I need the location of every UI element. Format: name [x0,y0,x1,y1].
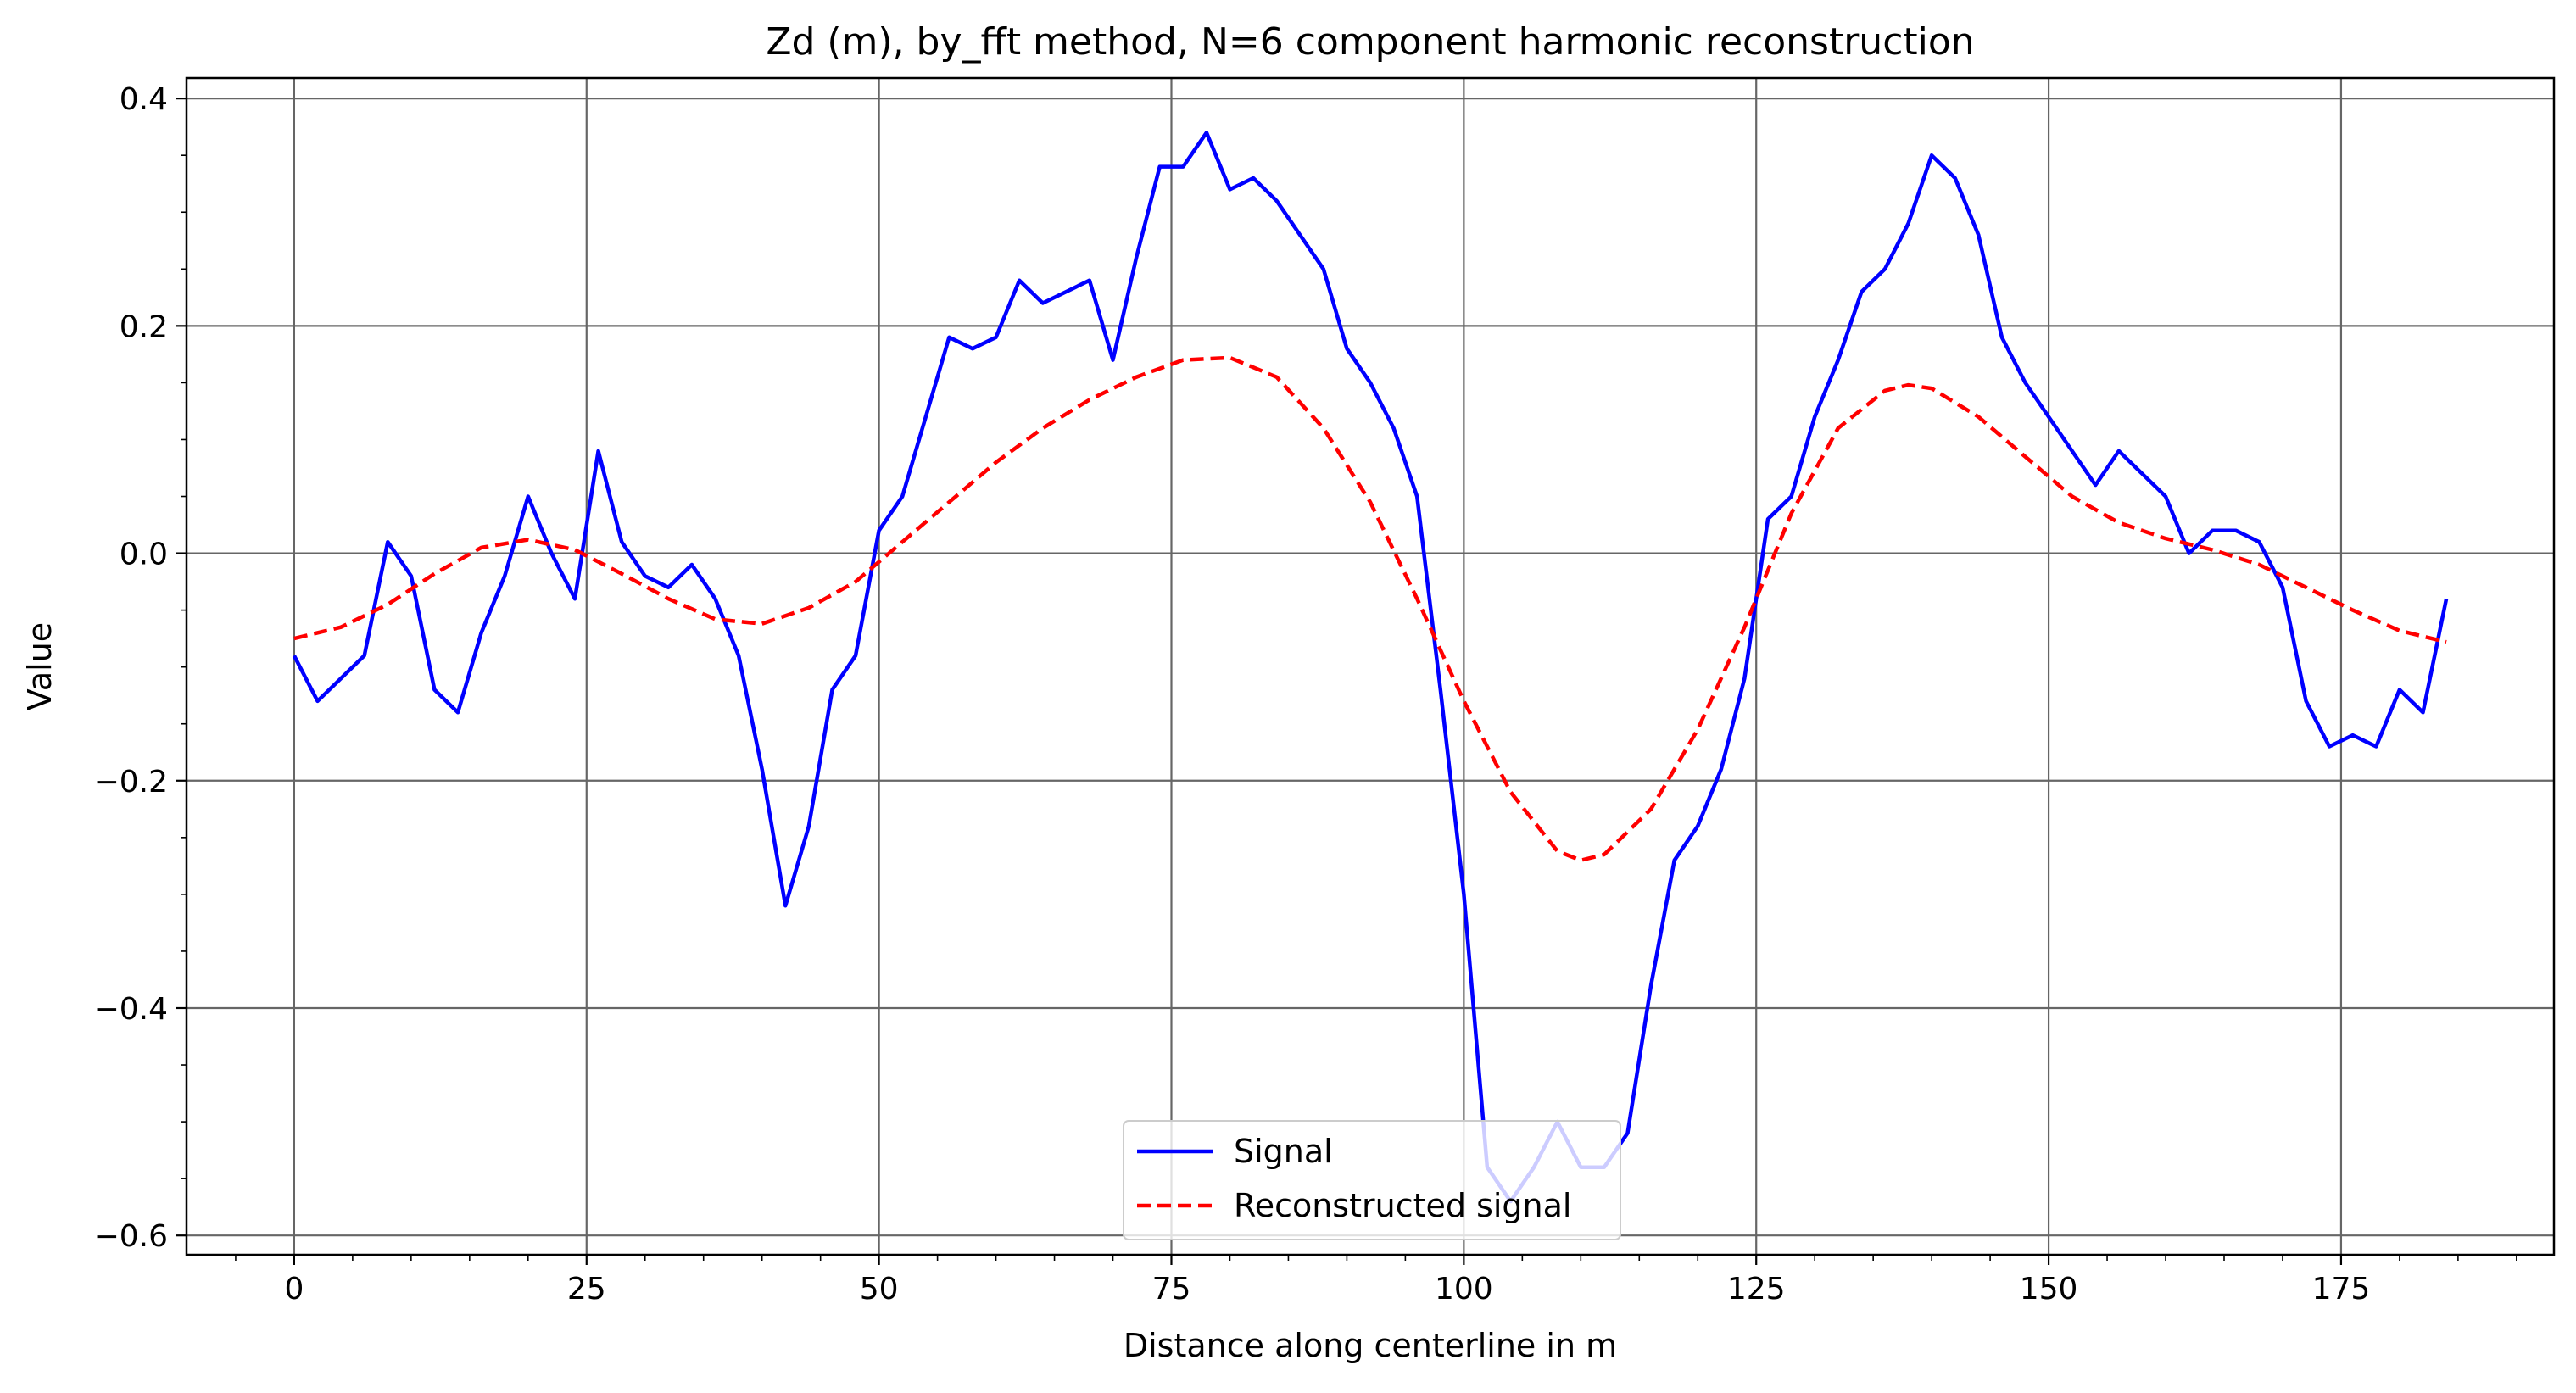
chart-title: Zd (m), by_fft method, N=6 component har… [766,20,1974,64]
y-tick-label: −0.4 [94,992,168,1027]
x-tick-label: 100 [1435,1272,1493,1307]
series-line-reconstructed [293,355,2447,862]
y-tick-label: 0.0 [120,538,168,572]
y-tick-label: 0.4 [120,82,168,117]
x-axis-label: Distance along centerline in m [1124,1327,1617,1364]
axis-ticks: 0 25 50 75 100 125 150 175 −0.6 −0.4 −0.2 0.0 0.2 0.4 [94,82,2517,1307]
series-lines [292,131,2449,1204]
y-tick-label: −0.2 [94,765,168,800]
y-tick-label: 0.2 [120,309,168,344]
x-tick-label: 125 [1727,1272,1786,1307]
y-axis-label: Value [21,622,59,710]
x-tick-label: 25 [567,1272,606,1307]
legend-label-signal: Signal [1234,1133,1333,1170]
x-tick-label: 75 [1152,1272,1191,1307]
series-line-signal [292,131,2449,1204]
grid-lines [187,78,2554,1255]
y-tick-label: −0.6 [94,1219,168,1254]
x-tick-label: 0 [284,1272,304,1307]
legend-box [1123,1120,1621,1240]
x-tick-label: 150 [2020,1272,2078,1307]
legend: Signal Reconstructed signal [1123,1120,1621,1240]
x-tick-label: 50 [860,1272,899,1307]
x-tick-label: 175 [2312,1272,2371,1307]
legend-label-reconstructed: Reconstructed signal [1234,1187,1571,1224]
